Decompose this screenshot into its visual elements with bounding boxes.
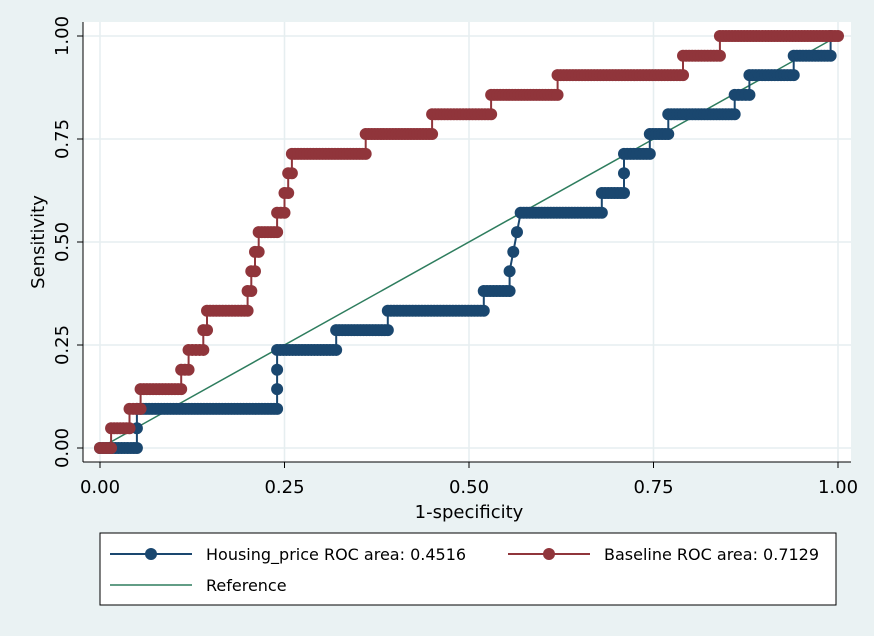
y-tick-label: 0.75 [52,119,73,159]
legend: Housing_price ROC area: 0.4516 Baseline … [99,532,837,606]
data-point [278,206,291,219]
data-point [252,245,265,258]
series-1 [94,30,844,454]
data-point [123,422,136,435]
data-point [503,285,516,298]
data-point [241,304,254,317]
x-tick-label: 0.00 [80,477,120,498]
data-point [182,363,195,376]
data-point [271,363,284,376]
axis-ticks: 0.00 0.25 0.50 0.75 1.00 0.00 0.25 0.50 0.75 1.00 [52,16,858,498]
data-point [477,304,490,317]
data-point [248,265,261,278]
data-point [285,167,298,180]
data-point [503,265,516,278]
legend-label-baseline: Baseline ROC area: 0.7129 [604,545,819,564]
y-tick-label: 0.50 [52,222,73,262]
y-tick-label: 0.00 [52,428,73,468]
data-point [426,128,439,141]
data-point [175,383,188,396]
x-tick-label: 0.25 [264,477,304,498]
data-point [381,324,394,337]
data-point [662,128,675,141]
data-point [485,108,498,121]
grid-lines [83,22,851,462]
x-tick-label: 1.00 [818,477,858,498]
x-tick-label: 0.50 [449,477,489,498]
data-point [359,147,372,160]
data-point [643,147,656,160]
data-point [713,49,726,62]
x-tick-label: 0.75 [633,477,673,498]
data-point [282,186,295,199]
y-tick-label: 1.00 [52,16,73,56]
y-tick-label: 0.25 [52,325,73,365]
data-point [551,88,564,101]
legend-marker-housing [145,548,157,560]
data-point [330,343,343,356]
data-point [617,167,630,180]
x-axis-label: 1-specificity [415,502,524,523]
data-point [832,30,844,42]
data-point [507,245,520,258]
data-point [595,206,608,219]
data-point [271,383,284,396]
data-point [728,108,741,121]
data-point [677,69,690,82]
legend-marker-baseline [543,548,555,560]
y-axis-label: Sensitivity [28,195,49,289]
data-point [510,226,523,239]
data-point [134,402,147,415]
legend-label-reference: Reference [206,576,287,595]
data-point [105,442,118,454]
data-point [130,442,143,454]
data-point [271,402,284,415]
data-point [271,226,284,239]
data-point [617,186,630,199]
data-point [787,69,800,82]
data-point [743,88,756,101]
data-point [824,49,837,62]
data-point [201,324,214,337]
data-point [197,343,210,356]
data-point [245,285,258,298]
series-layer [94,30,844,454]
series-line [99,35,839,449]
legend-box [99,532,837,606]
series-2 [99,35,839,449]
legend-label-housing: Housing_price ROC area: 0.4516 [206,545,466,565]
